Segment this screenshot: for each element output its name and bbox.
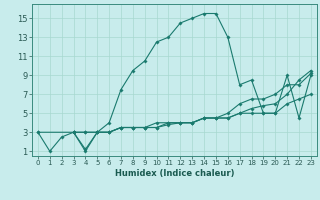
X-axis label: Humidex (Indice chaleur): Humidex (Indice chaleur) <box>115 169 234 178</box>
